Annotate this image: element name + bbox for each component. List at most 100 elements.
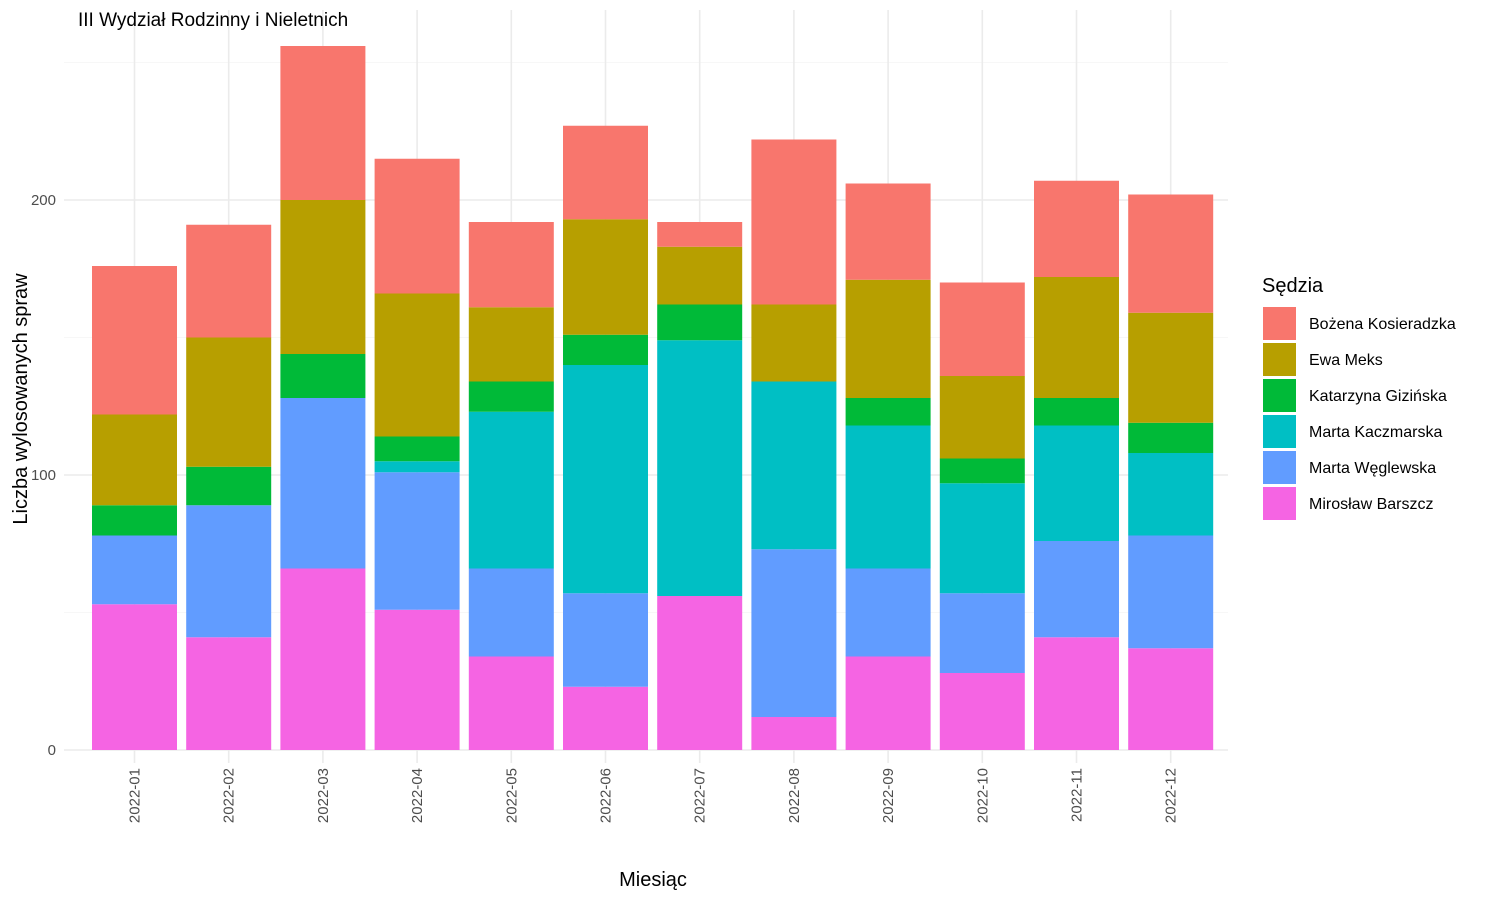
- legend-label: Katarzyna Gizińska: [1309, 388, 1447, 405]
- legend-label: Mirosław Barszcz: [1309, 496, 1433, 513]
- bar-stack-2022-06: [563, 125, 648, 750]
- legend-swatch: [1263, 415, 1296, 448]
- bar-segment: [186, 637, 272, 750]
- bar-segment: [280, 398, 366, 569]
- legend-swatch: [1263, 451, 1296, 484]
- bar-segment: [92, 604, 177, 750]
- bar-segment: [657, 246, 743, 305]
- bar-segment: [1128, 453, 1214, 536]
- bar-segment: [280, 200, 366, 354]
- legend-label: Marta Kaczmarska: [1309, 424, 1442, 441]
- bar-stack-2022-01: [92, 266, 177, 750]
- bar-segment: [751, 139, 837, 305]
- legend-swatch: [1263, 487, 1296, 520]
- bar-segment: [845, 398, 931, 426]
- bar-stack-2022-12: [1128, 194, 1214, 750]
- bar-segment: [1128, 422, 1214, 453]
- bar-stack-2022-09: [845, 183, 931, 750]
- bar-segment: [186, 337, 272, 467]
- legend-swatch: [1263, 307, 1296, 340]
- y-tick-label: 200: [31, 192, 56, 209]
- bar-segment: [1128, 535, 1214, 649]
- bar-segment: [845, 425, 931, 569]
- legend-label: Ewa Meks: [1309, 352, 1383, 369]
- bar-segment: [657, 304, 743, 341]
- y-tick-label: 100: [31, 467, 56, 484]
- bar-segment: [374, 461, 460, 473]
- bar-segment: [563, 593, 648, 687]
- bar-segment: [186, 224, 272, 338]
- bar-segment: [468, 381, 554, 412]
- bar-segment: [845, 656, 931, 750]
- bar-segment: [939, 483, 1025, 594]
- legend: Sędzia Bożena Kosieradzka Ewa Meks Katarzy…: [1262, 275, 1456, 520]
- bar-stack-2022-05: [468, 222, 554, 750]
- bar-segment: [468, 307, 554, 382]
- bar-segment: [939, 282, 1025, 376]
- bar-stack-2022-10: [939, 282, 1025, 750]
- bar-segment: [1034, 277, 1119, 398]
- bar-segment: [845, 183, 931, 280]
- bar-segment: [563, 125, 648, 220]
- bar-segment: [92, 535, 177, 605]
- bar-segment: [374, 609, 460, 750]
- x-tick-label: 2022-08: [786, 768, 803, 823]
- bar-segment: [374, 472, 460, 610]
- bar-segment: [563, 334, 648, 365]
- x-tick-label: 2022-01: [127, 768, 144, 823]
- legend-title: Sędzia: [1262, 275, 1324, 297]
- bar-segment: [374, 158, 460, 294]
- bar-segment: [280, 354, 366, 398]
- x-axis-ticks: 2022-01 2022-02 2022-03 2022-04 2022-05 2022-…: [127, 768, 1180, 823]
- bar-segment: [939, 376, 1025, 459]
- bar-segment: [92, 505, 177, 536]
- bar-stack-2022-02: [186, 224, 272, 750]
- bar-segment: [751, 304, 837, 382]
- bar-segment: [657, 222, 743, 247]
- bar-segment: [1128, 648, 1214, 750]
- bar-segment: [563, 219, 648, 335]
- bar-stack-2022-11: [1034, 180, 1119, 750]
- bar-stack-2022-03: [280, 46, 366, 750]
- bar-segment: [751, 717, 837, 750]
- bar-segment: [845, 279, 931, 398]
- x-tick-label: 2022-11: [1069, 768, 1086, 822]
- bar-segment: [939, 593, 1025, 673]
- bar-segment: [751, 381, 837, 550]
- bar-segment: [92, 414, 177, 506]
- bar-segment: [92, 266, 177, 415]
- bar-segment: [374, 293, 460, 437]
- y-axis-title: Liczba wylosowanych spraw: [10, 273, 32, 525]
- x-tick-label: 2022-02: [221, 768, 238, 823]
- bar-segment: [1128, 194, 1214, 313]
- bar-segment: [563, 686, 648, 750]
- y-tick-label: 0: [48, 742, 56, 759]
- x-tick-label: 2022-03: [315, 768, 332, 823]
- bar-segment: [939, 673, 1025, 750]
- bar-segment: [186, 505, 272, 638]
- bar-segment: [1034, 398, 1119, 426]
- bar-segment: [280, 46, 366, 200]
- bar-segment: [1034, 541, 1119, 638]
- bar-stack-2022-04: [374, 158, 460, 750]
- legend-swatch: [1263, 343, 1296, 376]
- x-tick-label: 2022-05: [503, 768, 520, 823]
- bar-segment: [1128, 312, 1214, 423]
- legend-label: Marta Węglewska: [1309, 460, 1436, 477]
- bar-segment: [468, 656, 554, 750]
- x-tick-label: 2022-10: [974, 768, 991, 823]
- legend-label: Bożena Kosieradzka: [1309, 316, 1456, 333]
- bar-segment: [468, 568, 554, 657]
- bar-segment: [374, 436, 460, 462]
- chart-title: III Wydział Rodzinny i Nieletnich: [78, 10, 348, 31]
- bar-stack-2022-08: [751, 139, 837, 750]
- y-axis-ticks: 0 100 200: [31, 192, 56, 759]
- x-tick-label: 2022-09: [880, 768, 897, 823]
- bar-segment: [280, 568, 366, 750]
- bar-segment: [657, 340, 743, 596]
- x-axis-title: Miesiąc: [619, 869, 687, 891]
- bar-segment: [751, 549, 837, 717]
- bar-segment: [845, 568, 931, 657]
- x-tick-label: 2022-04: [409, 768, 426, 823]
